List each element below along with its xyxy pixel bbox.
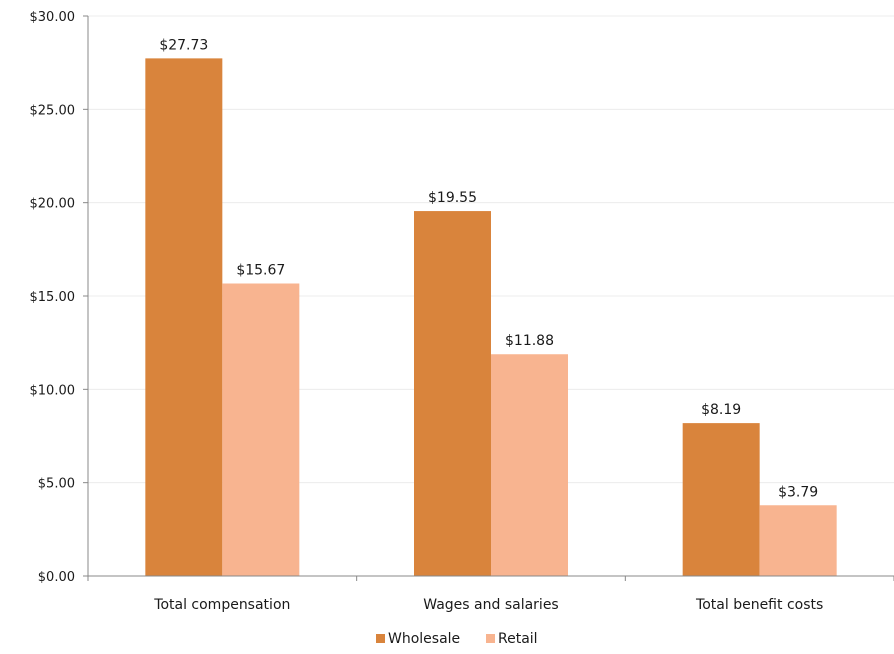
y-tick-label: $25.00 — [30, 103, 76, 118]
data-label: $8.19 — [701, 402, 741, 418]
bar-wholesale-1 — [145, 58, 222, 576]
bar-wholesale-2 — [414, 211, 491, 576]
legend-label-retail: Retail — [498, 631, 538, 647]
legend-swatch-wholesale — [376, 634, 385, 643]
bar-retail-2 — [491, 354, 568, 576]
bar-retail-3 — [760, 505, 837, 576]
x-tick-label: Total benefit costs — [695, 597, 823, 613]
data-label: $19.55 — [428, 190, 477, 206]
bar-wholesale-3 — [683, 423, 760, 576]
y-tick-label: $30.00 — [30, 10, 76, 25]
y-tick-label: $15.00 — [30, 290, 76, 305]
y-tick-label: $5.00 — [38, 477, 75, 492]
x-tick-label: Wages and salaries — [423, 597, 558, 613]
data-label: $11.88 — [505, 333, 554, 349]
legend: Wholesale Retail — [376, 631, 538, 647]
y-tick-label: $10.00 — [30, 383, 76, 398]
data-label: $27.73 — [159, 37, 208, 53]
y-tick-label: $0.00 — [38, 570, 75, 585]
x-tick-label: Total compensation — [153, 597, 290, 613]
data-label: $15.67 — [236, 262, 285, 278]
legend-swatch-retail — [486, 634, 495, 643]
bars — [145, 58, 836, 576]
y-tick-label: $20.00 — [30, 197, 76, 212]
legend-label-wholesale: Wholesale — [388, 631, 460, 647]
data-label: $3.79 — [778, 484, 818, 500]
bar-retail-1 — [222, 283, 299, 576]
